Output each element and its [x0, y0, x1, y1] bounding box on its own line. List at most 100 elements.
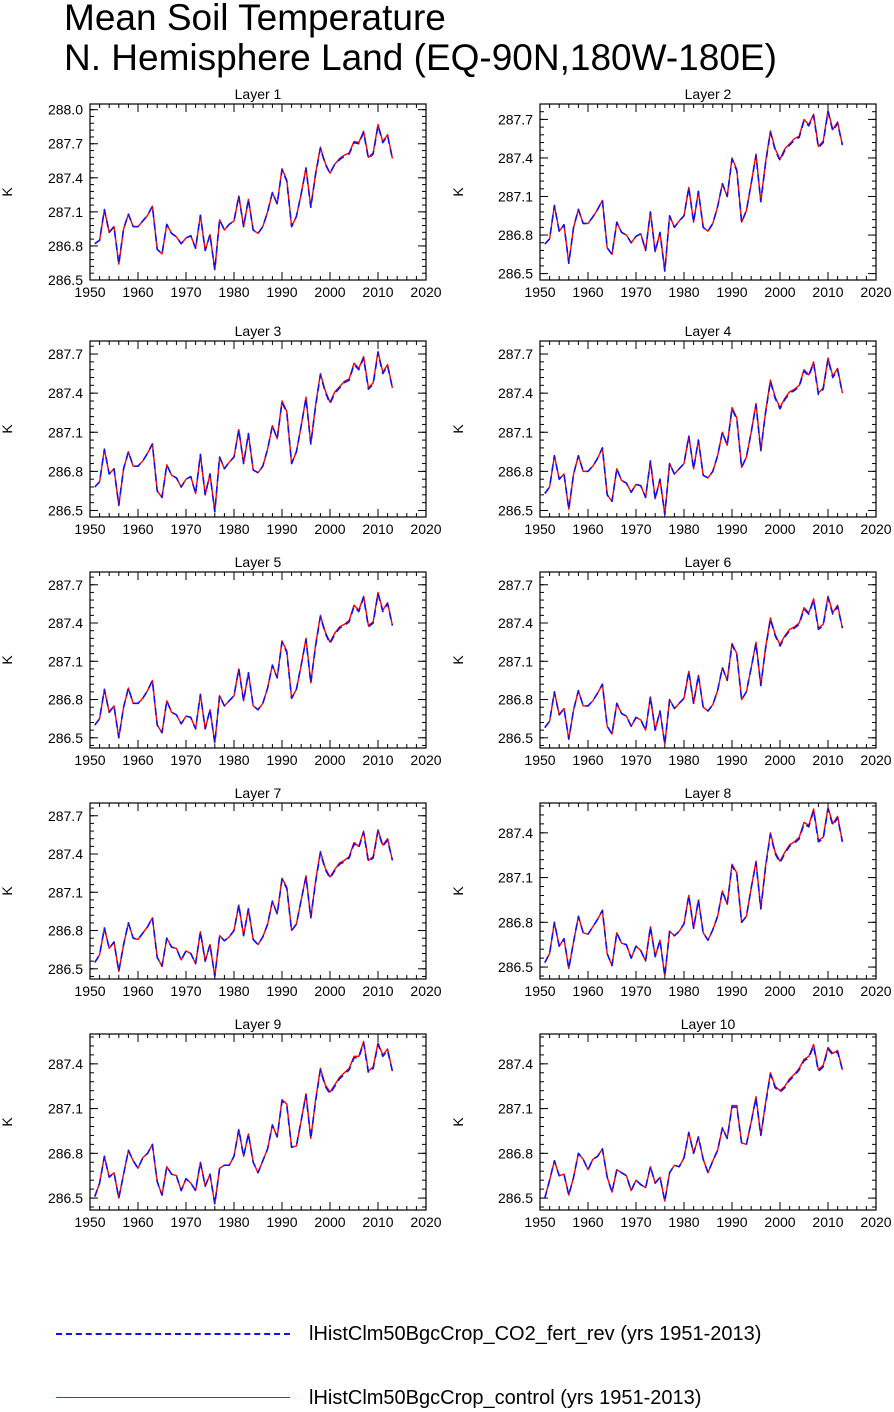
y-axis-label-layer-2: K	[450, 187, 466, 197]
y-tick-label: 287.4	[498, 385, 533, 401]
y-tick-label: 286.8	[48, 238, 83, 254]
x-tick-label: 1970	[620, 284, 651, 300]
x-tick-label: 2020	[410, 752, 441, 768]
chart-title-layer-4: Layer 4	[685, 323, 732, 339]
x-tick-label: 2000	[314, 752, 345, 768]
x-tick-label: 1950	[524, 752, 555, 768]
chart-title-layer-1: Layer 1	[235, 86, 282, 102]
y-tick-label: 286.8	[498, 1145, 533, 1161]
y-tick-label: 287.4	[48, 1056, 83, 1072]
series-line-control-layer-7	[94, 829, 394, 978]
x-tick-label: 1970	[620, 983, 651, 999]
series-line-control-layer-6	[544, 595, 844, 745]
chart-layer-2: Layer 2 K 1950 1960 1970 1980 1990 2000 2010 2020…	[450, 86, 892, 300]
x-tick-label: 1950	[524, 983, 555, 999]
x-tick-label: 1980	[218, 752, 249, 768]
series-line-co2-fert-rev-layer-8	[544, 808, 844, 977]
title-line-2: N. Hemisphere Land (EQ-90N,180W-180E)	[64, 37, 777, 78]
x-tick-label: 1990	[266, 1214, 297, 1230]
series-line-co2-fert-rev-layer-10	[544, 1045, 844, 1202]
x-tick-label: 1960	[122, 752, 153, 768]
y-tick-label: 287.7	[498, 577, 533, 593]
x-tick-label: 1970	[170, 1214, 201, 1230]
page-title: Mean Soil Temperature N. Hemisphere Land…	[64, 0, 777, 78]
x-tick-label: 1950	[74, 752, 105, 768]
plot-frame-layer-9	[89, 1033, 427, 1211]
y-axis-label-layer-7: K	[0, 886, 15, 896]
y-tick-label: 286.5	[498, 266, 533, 282]
x-tick-label: 2020	[410, 983, 441, 999]
y-tick-label: 287.4	[48, 615, 83, 631]
x-tick-label: 2020	[860, 752, 891, 768]
plot-frame-layer-6	[539, 571, 877, 749]
series-line-control-layer-2	[544, 109, 844, 272]
x-tick-label: 1990	[266, 521, 297, 537]
chart-title-layer-5: Layer 5	[235, 554, 282, 570]
x-tick-label: 1980	[668, 752, 699, 768]
y-tick-label: 287.7	[498, 111, 533, 127]
x-tick-label: 2000	[314, 1214, 345, 1230]
y-tick-label: 286.8	[48, 923, 83, 939]
x-tick-label: 1990	[716, 521, 747, 537]
x-tick-label: 1960	[572, 983, 603, 999]
y-tick-label: 286.8	[48, 463, 83, 479]
y-tick-label: 287.7	[48, 346, 83, 362]
x-tick-label: 1970	[620, 1214, 651, 1230]
y-tick-label: 287.4	[48, 846, 83, 862]
title-line-1: Mean Soil Temperature	[64, 0, 446, 38]
y-tick-label: 287.1	[48, 204, 83, 220]
x-tick-label: 2010	[812, 521, 843, 537]
y-tick-label: 287.7	[48, 808, 83, 824]
x-tick-label: 2010	[812, 284, 843, 300]
series-line-co2-fert-rev-layer-6	[544, 596, 844, 745]
y-tick-label: 287.1	[498, 424, 533, 440]
chart-title-layer-7: Layer 7	[235, 785, 282, 801]
series-line-co2-fert-rev-layer-4	[544, 358, 844, 516]
plot-frame-layer-7	[89, 802, 427, 980]
y-tick-label: 286.8	[498, 227, 533, 243]
x-tick-label: 2020	[860, 521, 891, 537]
series-line-co2-fert-rev-layer-2	[544, 110, 844, 272]
x-tick-label: 2000	[314, 521, 345, 537]
plot-frame-layer-10	[539, 1033, 877, 1211]
y-tick-label: 286.5	[498, 502, 533, 518]
legend-label-co2-fert-rev: lHistClm50BgcCrop_CO2_fert_rev (yrs 1951…	[309, 1323, 762, 1345]
y-axis-label-layer-3: K	[0, 424, 15, 434]
x-tick-label: 1960	[572, 521, 603, 537]
series-line-co2-fert-rev-layer-7	[94, 830, 394, 978]
chart-layer-9: Layer 9 K 1950 1960 1970 1980 1990 2000 2010 2020…	[0, 1016, 442, 1230]
x-tick-label: 1960	[572, 1214, 603, 1230]
y-axis-label-layer-10: K	[450, 1117, 466, 1127]
x-tick-label: 1950	[524, 521, 555, 537]
x-tick-label: 1950	[74, 284, 105, 300]
x-tick-label: 2000	[314, 284, 345, 300]
y-tick-label: 286.5	[498, 730, 533, 746]
x-tick-label: 1990	[716, 284, 747, 300]
x-tick-label: 2010	[362, 1214, 393, 1230]
series-line-control-layer-5	[94, 591, 394, 744]
legend-swatch-solid-red	[56, 1397, 290, 1398]
plot-frame-layer-3	[89, 340, 427, 518]
x-tick-label: 1970	[170, 284, 201, 300]
chart-title-layer-3: Layer 3	[235, 323, 282, 339]
x-tick-label: 1990	[716, 1214, 747, 1230]
series-line-control-layer-1	[94, 123, 394, 271]
x-tick-label: 1960	[122, 983, 153, 999]
x-tick-label: 2000	[764, 284, 795, 300]
series-line-control-layer-10	[544, 1043, 844, 1202]
legend-item-co2-fert-rev: lHistClm50BgcCrop_CO2_fert_rev (yrs 1951…	[56, 1322, 886, 1346]
x-tick-label: 1970	[620, 521, 651, 537]
y-tick-label: 287.4	[48, 170, 83, 186]
chart-title-layer-2: Layer 2	[685, 86, 732, 102]
y-tick-label: 287.4	[48, 385, 83, 401]
x-tick-label: 1980	[218, 983, 249, 999]
y-axis-label-layer-8: K	[450, 886, 466, 896]
x-tick-label: 2020	[410, 1214, 441, 1230]
chart-layer-1: Layer 1 K 1950 1960 1970 1980 1990 2000 2010 2020…	[0, 86, 442, 300]
x-tick-label: 1990	[716, 983, 747, 999]
x-tick-label: 2010	[362, 284, 393, 300]
x-tick-label: 1990	[716, 752, 747, 768]
x-tick-label: 1970	[170, 752, 201, 768]
